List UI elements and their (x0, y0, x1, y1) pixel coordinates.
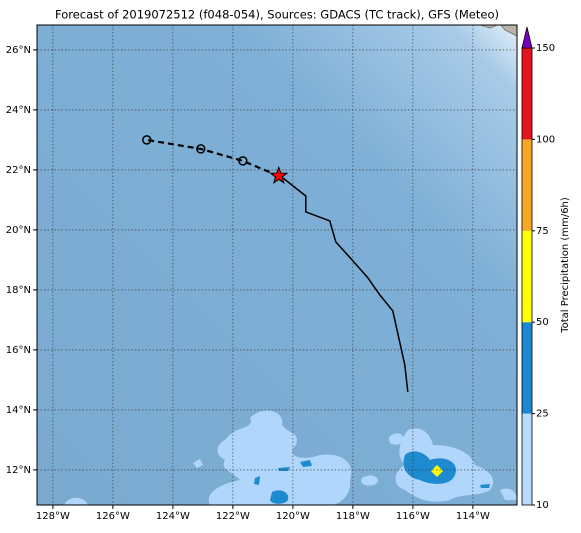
colorbar-tick-label: 75 (536, 226, 549, 237)
colorbar-band (522, 322, 532, 414)
land (479, 25, 517, 37)
forecast-track (146, 138, 280, 177)
colorbar-band (522, 139, 532, 231)
precip-high (431, 465, 443, 477)
colorbar-extend (521, 26, 533, 49)
current-position (269, 165, 289, 184)
tracks (142, 135, 409, 392)
x-tick-label: 128°W (36, 511, 70, 522)
x-tick-label: 124°W (156, 511, 190, 522)
forecast-point (238, 156, 248, 166)
map-area (37, 25, 517, 505)
y-tick-label: 14°N (6, 405, 31, 416)
chart-title: Forecast of 2019072512 (f048-054), Sourc… (55, 8, 499, 22)
colorbar-band (522, 413, 532, 505)
x-tick-label: 126°W (96, 511, 130, 522)
y-tick-label: 12°N (6, 465, 31, 476)
colorbar-band (522, 48, 532, 140)
colorbar-tick-label: 10 (536, 500, 549, 511)
colorbar-tick-label: 25 (536, 409, 549, 420)
forecast-point (196, 144, 206, 154)
colorbar-band (522, 230, 532, 323)
precip-mid (254, 451, 490, 504)
x-tick-label: 120°W (276, 511, 310, 522)
map-frame (36, 24, 518, 506)
x-tick-label: 114°W (456, 511, 490, 522)
ticks: 128°W 126°W 124°W 122°W 120°W 118°W 116°W 114°W… (6, 45, 490, 522)
colorbar-tick-label: 100 (536, 134, 555, 145)
colorbar-tick-label: 150 (536, 43, 555, 54)
past-track (282, 177, 409, 392)
colorbar-tick-label: 50 (536, 317, 549, 328)
x-tick-label: 122°W (216, 511, 250, 522)
y-tick-label: 24°N (6, 105, 31, 116)
y-tick-label: 22°N (6, 165, 31, 176)
y-tick-label: 16°N (6, 345, 31, 356)
forecast-point (142, 135, 152, 145)
x-tick-label: 116°W (396, 511, 430, 522)
colorbar-frame (521, 47, 533, 506)
y-tick-label: 26°N (6, 45, 31, 56)
y-tick-label: 18°N (6, 285, 31, 296)
x-tick-label: 118°W (336, 511, 370, 522)
grid (37, 25, 517, 505)
colorbar-label: Total Precipitation (mm/6h) (560, 197, 571, 334)
y-tick-label: 20°N (6, 225, 31, 236)
colorbar: 10 25 50 75 100 150 (521, 26, 555, 511)
